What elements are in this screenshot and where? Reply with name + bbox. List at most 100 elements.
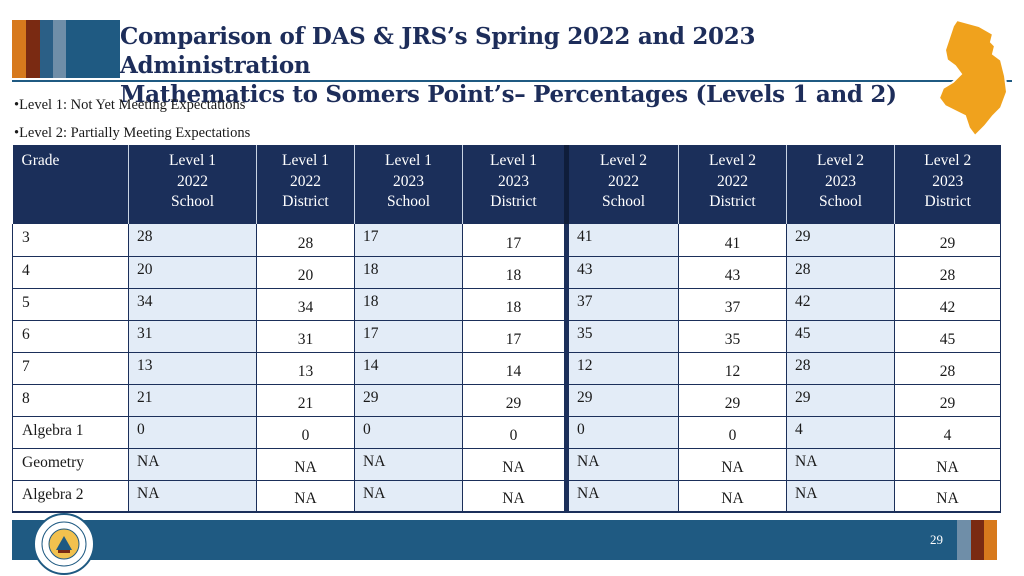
table-row: 3 28 28 17 17 41 41 29 29 bbox=[12, 224, 1001, 257]
comparison-table: Grade Level 1 2022 School Level 1 2022 D… bbox=[12, 145, 1001, 513]
district-value-cell: NA bbox=[894, 448, 1001, 481]
district-value-cell: 34 bbox=[256, 288, 355, 321]
school-value-cell: 18 bbox=[354, 288, 463, 321]
header-grade: Grade bbox=[12, 145, 129, 224]
district-value-cell: 42 bbox=[894, 288, 1001, 321]
district-value-cell: 13 bbox=[256, 352, 355, 385]
school-value-cell: 12 bbox=[564, 352, 679, 385]
table-header-row: Grade Level 1 2022 School Level 1 2022 D… bbox=[12, 145, 1001, 224]
school-value-cell: 17 bbox=[354, 320, 463, 353]
school-value-cell: 0 bbox=[128, 416, 257, 449]
district-value-cell: 29 bbox=[678, 384, 787, 417]
nj-department-of-education-seal bbox=[33, 513, 95, 575]
district-value-cell: 43 bbox=[678, 256, 787, 289]
district-value-cell: 17 bbox=[462, 224, 567, 257]
district-value-cell: 20 bbox=[256, 256, 355, 289]
grade-cell: 8 bbox=[12, 384, 129, 417]
title-line-2: Mathematics to Somers Point’s– Percentag… bbox=[120, 81, 897, 108]
bullet-level-2: •Level 2: Partially Meeting Expectations bbox=[14, 125, 251, 141]
school-value-cell: 20 bbox=[128, 256, 257, 289]
district-value-cell: NA bbox=[462, 448, 567, 481]
school-value-cell: 0 bbox=[564, 416, 679, 449]
school-value-cell: 45 bbox=[786, 320, 895, 353]
district-value-cell: 14 bbox=[462, 352, 567, 385]
grade-cell: Geometry bbox=[12, 448, 129, 481]
school-value-cell: NA bbox=[128, 480, 257, 513]
new-jersey-map-icon bbox=[937, 18, 1009, 138]
district-value-cell: 28 bbox=[894, 256, 1001, 289]
grade-cell: 7 bbox=[12, 352, 129, 385]
school-value-cell: NA bbox=[786, 448, 895, 481]
school-value-cell: 14 bbox=[354, 352, 463, 385]
district-value-cell: NA bbox=[256, 448, 355, 481]
school-value-cell: 28 bbox=[786, 352, 895, 385]
header-l1-2023-school: Level 1 2023 School bbox=[354, 145, 463, 224]
page-title: Comparison of DAS & JRS’s Spring 2022 an… bbox=[120, 22, 920, 109]
page-number: 29 bbox=[930, 532, 943, 547]
district-value-cell: 18 bbox=[462, 256, 567, 289]
header-l2-2022-school: Level 2 2022 School bbox=[564, 145, 679, 224]
table-row: 7 13 13 14 14 12 12 28 28 bbox=[12, 352, 1001, 385]
district-value-cell: 12 bbox=[678, 352, 787, 385]
district-value-cell: 45 bbox=[894, 320, 1001, 353]
district-value-cell: 41 bbox=[678, 224, 787, 257]
school-value-cell: 29 bbox=[786, 384, 895, 417]
table-row: 5 34 34 18 18 37 37 42 42 bbox=[12, 288, 1001, 321]
table-row: Algebra 2 NA NA NA NA NA NA NA NA bbox=[12, 480, 1001, 513]
school-value-cell: 13 bbox=[128, 352, 257, 385]
grade-cell: 6 bbox=[12, 320, 129, 353]
header-l1-2022-district: Level 1 2022 District bbox=[256, 145, 355, 224]
district-value-cell: 29 bbox=[462, 384, 567, 417]
district-value-cell: 37 bbox=[678, 288, 787, 321]
footer-bar bbox=[12, 520, 957, 560]
school-value-cell: NA bbox=[564, 480, 679, 513]
school-value-cell: 29 bbox=[354, 384, 463, 417]
school-value-cell: NA bbox=[354, 448, 463, 481]
school-value-cell: NA bbox=[128, 448, 257, 481]
school-value-cell: 18 bbox=[354, 256, 463, 289]
school-value-cell: 17 bbox=[354, 224, 463, 257]
district-value-cell: 0 bbox=[462, 416, 567, 449]
header-l2-2023-school: Level 2 2023 School bbox=[786, 145, 895, 224]
table-row: 8 21 21 29 29 29 29 29 29 bbox=[12, 384, 1001, 417]
header-l1-2022-school: Level 1 2022 School bbox=[128, 145, 257, 224]
district-value-cell: NA bbox=[678, 480, 787, 513]
school-value-cell: 37 bbox=[564, 288, 679, 321]
school-value-cell: 28 bbox=[786, 256, 895, 289]
footer-decoration-stripes bbox=[957, 520, 997, 560]
grade-cell: 3 bbox=[12, 224, 129, 257]
grade-cell: 5 bbox=[12, 288, 129, 321]
table-row: Geometry NA NA NA NA NA NA NA NA bbox=[12, 448, 1001, 481]
school-value-cell: 41 bbox=[564, 224, 679, 257]
school-value-cell: 42 bbox=[786, 288, 895, 321]
header-l2-2023-district: Level 2 2023 District bbox=[894, 145, 1001, 224]
district-value-cell: 28 bbox=[894, 352, 1001, 385]
school-value-cell: NA bbox=[354, 480, 463, 513]
district-value-cell: 28 bbox=[256, 224, 355, 257]
school-value-cell: 28 bbox=[128, 224, 257, 257]
title-divider bbox=[12, 80, 1012, 82]
district-value-cell: NA bbox=[678, 448, 787, 481]
grade-cell: Algebra 1 bbox=[12, 416, 129, 449]
school-value-cell: 21 bbox=[128, 384, 257, 417]
bullet-level-1: •Level 1: Not Yet Meeting Expectations bbox=[14, 97, 246, 113]
district-value-cell: 31 bbox=[256, 320, 355, 353]
school-value-cell: 29 bbox=[786, 224, 895, 257]
district-value-cell: 17 bbox=[462, 320, 567, 353]
school-value-cell: 43 bbox=[564, 256, 679, 289]
district-value-cell: 29 bbox=[894, 224, 1001, 257]
header-l1-2023-district: Level 1 2023 District bbox=[462, 145, 567, 224]
school-value-cell: 4 bbox=[786, 416, 895, 449]
table-row: 4 20 20 18 18 43 43 28 28 bbox=[12, 256, 1001, 289]
district-value-cell: NA bbox=[894, 480, 1001, 513]
school-value-cell: NA bbox=[564, 448, 679, 481]
header-decoration-stripes bbox=[12, 20, 120, 78]
district-value-cell: 35 bbox=[678, 320, 787, 353]
district-value-cell: NA bbox=[462, 480, 567, 513]
school-value-cell: NA bbox=[786, 480, 895, 513]
district-value-cell: NA bbox=[256, 480, 355, 513]
school-value-cell: 35 bbox=[564, 320, 679, 353]
district-value-cell: 18 bbox=[462, 288, 567, 321]
header-l2-2022-district: Level 2 2022 District bbox=[678, 145, 787, 224]
